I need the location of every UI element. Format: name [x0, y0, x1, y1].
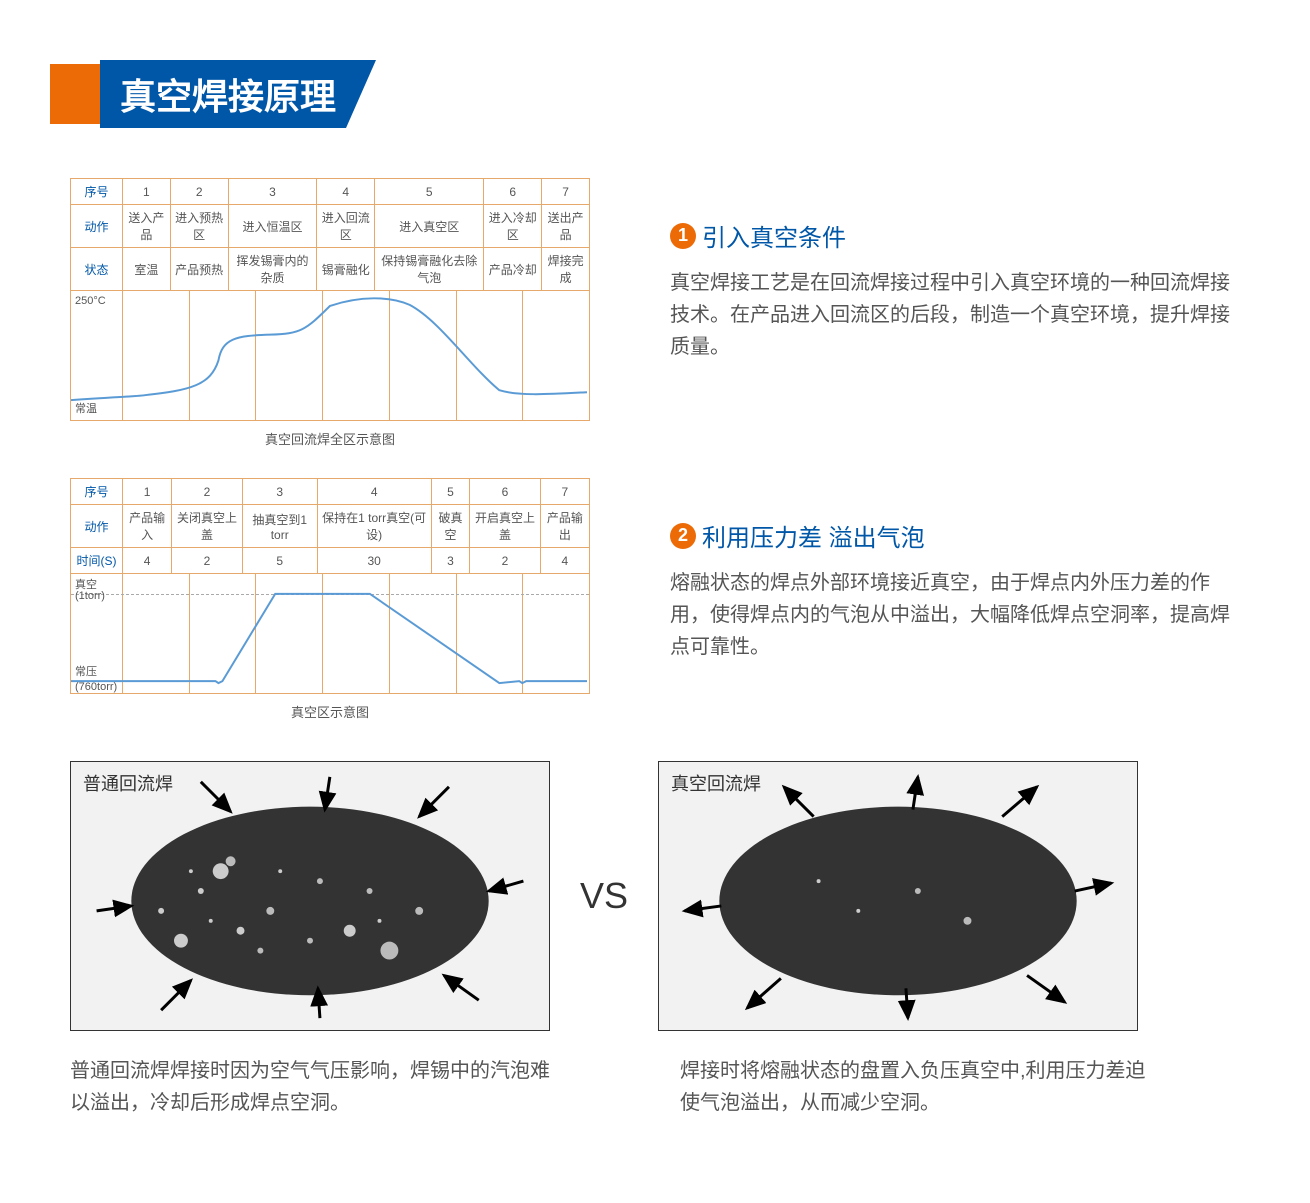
chart1-st-1: 室温 [123, 248, 171, 291]
chart1-st-5: 保持锡膏融化去除气泡 [375, 248, 484, 291]
section-2-row: 序号 1 2 3 4 5 6 7 动作 产品输入 关闭真空上盖 抽真空到1 to… [50, 478, 1260, 721]
section1-body: 真空焊接工艺是在回流焊接过程中引入真空环境的一种回流焊接技术。在产品进入回流区的… [670, 267, 1230, 363]
chart2-curve [71, 574, 589, 693]
chart2-seq-6: 6 [470, 479, 541, 505]
section2-badge: 2 [670, 523, 696, 549]
chart1-seq-4: 4 [317, 179, 375, 205]
chart2-act-6: 开启真空上盖 [470, 505, 541, 548]
chart2-plot: 真空 (1torr) 常压 (760torr) [70, 574, 590, 694]
chart2-hdr-seq: 序号 [71, 479, 123, 505]
chart1-act-3: 进入恒温区 [228, 205, 317, 248]
chart2-seq-4: 4 [317, 479, 431, 505]
chart1-st-3: 挥发锡膏内的杂质 [228, 248, 317, 291]
chart1-st-4: 锡膏融化 [317, 248, 375, 291]
section1-title: 引入真空条件 [702, 218, 846, 253]
chart2-act-5: 破真空 [431, 505, 469, 548]
page-title: 真空焊接原理 [120, 68, 336, 120]
compare-right-box: 真空回流焊 [658, 761, 1138, 1031]
section1-text: 1 引入真空条件 真空焊接工艺是在回流焊接过程中引入真空环境的一种回流焊接技术。… [670, 178, 1230, 363]
section1-heading: 1 引入真空条件 [670, 218, 1230, 253]
compare-right-caption: 焊接时将熔融状态的盘置入负压真空中,利用压力差迫使气泡溢出，从而减少空洞。 [680, 1055, 1160, 1119]
section2-text: 2 利用压力差 溢出气泡 熔融状态的焊点外部环境接近真空，由于焊点内外压力差的作… [670, 478, 1230, 663]
compare-right-svg [659, 762, 1137, 1030]
chart1-seq-5: 5 [375, 179, 484, 205]
chart1-container: 序号 1 2 3 4 5 6 7 动作 送入产品 进入预热区 进入恒温区 进入回… [70, 178, 590, 448]
chart2-t-6: 2 [470, 548, 541, 574]
header-blue-banner: 真空焊接原理 [100, 60, 376, 128]
chart2-act-4: 保持在1 torr真空(可设) [317, 505, 431, 548]
chart1-curve [71, 291, 589, 420]
chart2-act-7: 产品输出 [540, 505, 589, 548]
section-1-row: 序号 1 2 3 4 5 6 7 动作 送入产品 进入预热区 进入恒温区 进入回… [50, 178, 1260, 448]
chart1-caption: 真空回流焊全区示意图 [70, 429, 590, 448]
section2-heading: 2 利用压力差 溢出气泡 [670, 518, 1230, 553]
chart1-hdr-action: 动作 [71, 205, 123, 248]
chart1-seq-1: 1 [123, 179, 171, 205]
section2-body: 熔融状态的焊点外部环境接近真空，由于焊点内外压力差的作用，使得焊点内的气泡从中溢… [670, 567, 1230, 663]
compare-left-svg [71, 762, 549, 1030]
chart2-container: 序号 1 2 3 4 5 6 7 动作 产品输入 关闭真空上盖 抽真空到1 to… [70, 478, 590, 721]
chart1-act-6: 进入冷却区 [484, 205, 542, 248]
compare-captions: 普通回流焊焊接时因为空气气压影响，焊锡中的汽泡难以溢出，冷却后形成焊点空洞。 焊… [70, 1055, 1260, 1119]
chart2-seq-7: 7 [540, 479, 589, 505]
chart2-seq-2: 2 [172, 479, 243, 505]
compare-left-box: 普通回流焊 [70, 761, 550, 1031]
chart1-seq-3: 3 [228, 179, 317, 205]
chart1-act-7: 送出产品 [542, 205, 590, 248]
chart2-seq-3: 3 [242, 479, 317, 505]
section1-badge: 1 [670, 223, 696, 249]
chart2-t-3: 5 [242, 548, 317, 574]
chart1-seq-2: 2 [170, 179, 228, 205]
chart2-t-2: 2 [172, 548, 243, 574]
chart2-act-3: 抽真空到1 torr [242, 505, 317, 548]
chart1-hdr-seq: 序号 [71, 179, 123, 205]
chart2-hdr-action: 动作 [71, 505, 123, 548]
chart2-t-7: 4 [540, 548, 589, 574]
chart1-st-6: 产品冷却 [484, 248, 542, 291]
chart1-act-5: 进入真空区 [375, 205, 484, 248]
chart2-t-4: 30 [317, 548, 431, 574]
chart2-t-1: 4 [123, 548, 172, 574]
chart1-hdr-state: 状态 [71, 248, 123, 291]
chart2-hdr-time: 时间(S) [71, 548, 123, 574]
chart1-table: 序号 1 2 3 4 5 6 7 动作 送入产品 进入预热区 进入恒温区 进入回… [70, 178, 590, 291]
chart2-seq-1: 1 [123, 479, 172, 505]
chart2-caption: 真空区示意图 [70, 702, 590, 721]
chart2-table: 序号 1 2 3 4 5 6 7 动作 产品输入 关闭真空上盖 抽真空到1 to… [70, 478, 590, 574]
compare-left-caption: 普通回流焊焊接时因为空气气压影响，焊锡中的汽泡难以溢出，冷却后形成焊点空洞。 [70, 1055, 550, 1119]
chart1-st-7: 焊接完成 [542, 248, 590, 291]
chart1-plot: 250°C 常温 [70, 291, 590, 421]
compare-row: 普通回流焊 VS 真空回流焊 [70, 761, 1260, 1031]
chart1-act-2: 进入预热区 [170, 205, 228, 248]
chart1-seq-7: 7 [542, 179, 590, 205]
vs-label: VS [580, 875, 628, 917]
section2-title: 利用压力差 溢出气泡 [702, 518, 925, 553]
chart1-act-4: 进入回流区 [317, 205, 375, 248]
page-header: 真空焊接原理 [50, 60, 1260, 128]
chart2-act-1: 产品输入 [123, 505, 172, 548]
chart1-act-1: 送入产品 [123, 205, 171, 248]
chart2-seq-5: 5 [431, 479, 469, 505]
chart2-act-2: 关闭真空上盖 [172, 505, 243, 548]
header-accent-orange [50, 64, 100, 124]
chart1-st-2: 产品预热 [170, 248, 228, 291]
chart1-seq-6: 6 [484, 179, 542, 205]
chart2-t-5: 3 [431, 548, 469, 574]
